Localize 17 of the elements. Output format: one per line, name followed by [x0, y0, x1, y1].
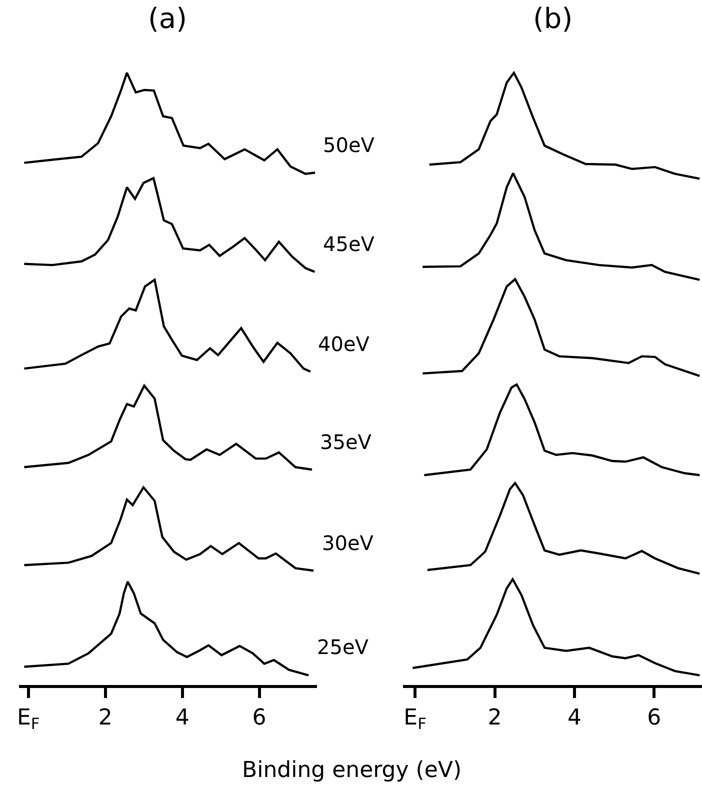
series-label: 35eV: [320, 430, 372, 454]
x-tick-label: 2: [488, 705, 502, 730]
x-tick-label: 4: [567, 705, 582, 730]
x-tick-label: E$_{F}$: [404, 705, 426, 733]
series-label: 30eV: [322, 531, 374, 555]
x-tick-label: 6: [647, 705, 662, 730]
x-tick-label: 2: [98, 705, 112, 730]
x-axis-title: Binding energy (eV): [242, 758, 462, 783]
chart-title: (b): [533, 2, 573, 35]
series-label: 25eV: [317, 635, 369, 659]
x-tick-label: 6: [252, 705, 266, 730]
x-tick-label: E$_{F}$: [17, 705, 40, 733]
series-label: 50eV: [323, 133, 375, 157]
chart-title: (a): [148, 2, 188, 35]
x-tick-label: 4: [175, 705, 190, 730]
series-label: 40eV: [318, 332, 370, 356]
series-label: 45eV: [323, 232, 375, 256]
